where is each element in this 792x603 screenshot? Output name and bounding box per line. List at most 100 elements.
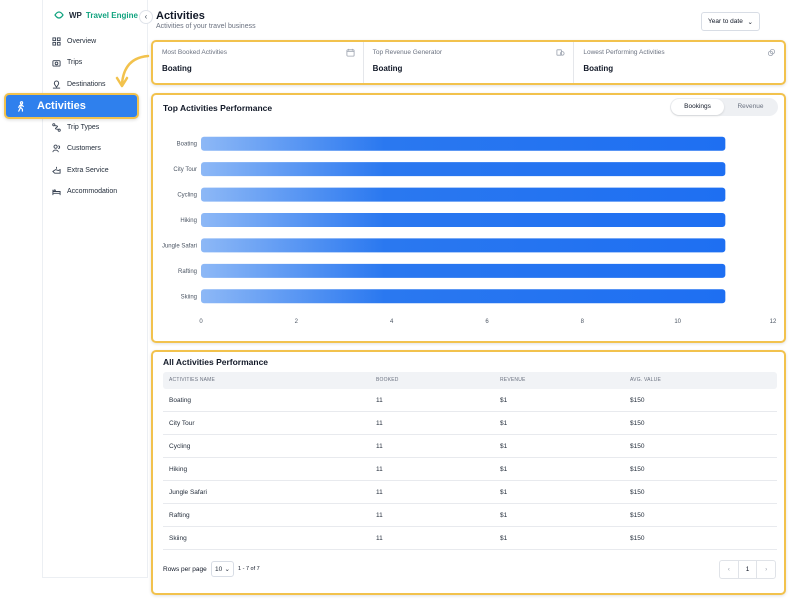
table-row[interactable]: City Tour 11 $1 $150 [163,412,777,435]
date-range-value: Year to date [708,18,743,25]
table-cell: $150 [630,489,645,496]
table-cell: 11 [376,420,383,427]
link-icon [767,48,776,57]
table-cell: City Tour [169,420,195,427]
table-cell: $150 [630,420,645,427]
page-number-button[interactable]: 1 [737,561,758,578]
table-cell: $1 [500,420,508,427]
table-cell: $1 [500,489,508,496]
table-cell: $1 [500,512,508,519]
category-label: Boating [177,142,197,148]
x-tick-label: 8 [581,319,585,325]
brand-logo[interactable]: WP Travel Engine [53,9,138,21]
table-cell: $150 [630,535,645,542]
table-row[interactable]: Jungle Safari 11 $1 $150 [163,481,777,504]
table-row[interactable]: Boating 11 $1 $150 [163,389,777,412]
sidebar-item-accommodation[interactable]: Accommodation [52,187,117,196]
hiker-icon [18,100,24,112]
category-label: Cycling [177,193,197,199]
table-row[interactable]: Skiing 11 $1 $150 [163,527,777,550]
bar[interactable] [201,136,726,151]
category-label: Hiking [180,218,197,224]
chevron-right-icon: › [765,566,768,573]
sidebar-item-label: Overview [67,38,97,45]
stat-value: Boating [583,64,614,73]
bar-chart: Boating City Tour Cycling Hiking Jungle Safa… [162,136,777,325]
calendar-icon [346,48,355,57]
tab-revenue[interactable]: Revenue [737,103,764,110]
table-row[interactable]: Cycling 11 $1 $150 [163,435,777,458]
metric-toggle: Bookings Revenue [670,98,778,116]
page-title: Activities [156,10,205,22]
sidebar-item-label: Trip Types [67,124,100,131]
column-header[interactable]: BOOKED [376,377,399,383]
sidebar-item-label: Customers [67,145,101,152]
table-cell: 11 [376,466,383,473]
table-cell: 11 [376,443,383,450]
category-label: Rafting [178,269,197,275]
table-cell: Boating [169,397,192,404]
stat-value: Boating [372,64,403,73]
sidebar-item-overview[interactable]: Overview [52,37,96,46]
bar[interactable] [201,289,726,304]
table-cell: $150 [630,512,645,519]
stat-most-booked: Most Booked Activities Boating [153,42,363,83]
bar[interactable] [201,263,726,278]
sidebar-item-trip-types[interactable]: Trip Types [52,123,99,132]
rows-per-page-select[interactable]: 10 ⌄ [211,561,234,577]
service-icon [52,166,61,174]
table-cell: 11 [376,512,383,519]
stat-top-revenue: Top Revenue Generator Boating [362,42,574,83]
rows-per-page-value: 10 [215,565,223,573]
bar[interactable] [201,238,726,253]
camera-icon [52,60,61,67]
category-label: Jungle Safari [162,243,197,249]
prev-page-button[interactable]: ‹ [720,561,738,578]
bar[interactable] [201,213,726,227]
sidebar-collapse-button[interactable]: ‹ [139,10,153,24]
stat-lowest-performing: Lowest Performing Activities Boating [573,42,784,83]
pin-icon [52,80,61,89]
x-tick-label: 4 [390,319,394,325]
table-header: ACTIVITIES NAME BOOKED REVENUE AVG. VALU… [163,372,777,389]
table-cell: Jungle Safari [169,489,207,496]
sidebar-item-customers[interactable]: Customers [52,144,101,153]
sidebar-item-extra-service[interactable]: Extra Service [52,166,109,175]
column-header[interactable]: REVENUE [500,377,526,383]
x-tick-label: 6 [485,319,489,325]
brand-wp: WP [69,10,82,20]
sidebar-item-activities[interactable]: Activities [4,93,139,119]
bed-icon [52,189,61,196]
date-range-select[interactable]: Year to date ⌄ [701,12,760,31]
table-row[interactable]: Rafting 11 $1 $150 [163,504,777,527]
table-cell: $1 [500,535,508,542]
tab-bookings[interactable]: Bookings [671,99,724,115]
x-tick-label: 12 [770,319,777,325]
column-header[interactable]: ACTIVITIES NAME [169,377,216,383]
table-cell: 11 [376,397,383,404]
next-page-button[interactable]: › [757,561,775,578]
bar[interactable] [201,162,726,177]
table-cell: Rafting [169,512,190,519]
table-cell: $1 [500,466,508,473]
chevron-down-icon: ⌄ [224,566,230,573]
rows-per-page-label: Rows per page [163,566,207,573]
table-cell: Cycling [169,443,191,450]
sidebar-item-label: Trips [67,59,83,66]
table-cell: $1 [500,443,508,450]
chart-title: Top Activities Performance [163,103,273,113]
sidebar-item-destinations[interactable]: Destinations [52,80,106,89]
chevron-left-icon: ‹ [727,566,730,573]
top-activities-chart-card: Top Activities Performance Bookings Reve… [151,93,786,343]
table-cell: $150 [630,397,645,404]
column-header[interactable]: AVG. VALUE [630,377,661,383]
table-cell: $1 [500,397,508,404]
pagination-range: 1 - 7 of 7 [238,566,260,572]
sidebar-item-label: Activities [37,100,86,112]
stat-label: Most Booked Activities [162,49,228,56]
sidebar-item-trips[interactable]: Trips [52,58,82,67]
logo-icon [54,11,64,19]
bar[interactable] [201,187,726,202]
table-row[interactable]: Hiking 11 $1 $150 [163,458,777,481]
stats-summary: Most Booked Activities Boating Top Reven… [151,40,786,85]
